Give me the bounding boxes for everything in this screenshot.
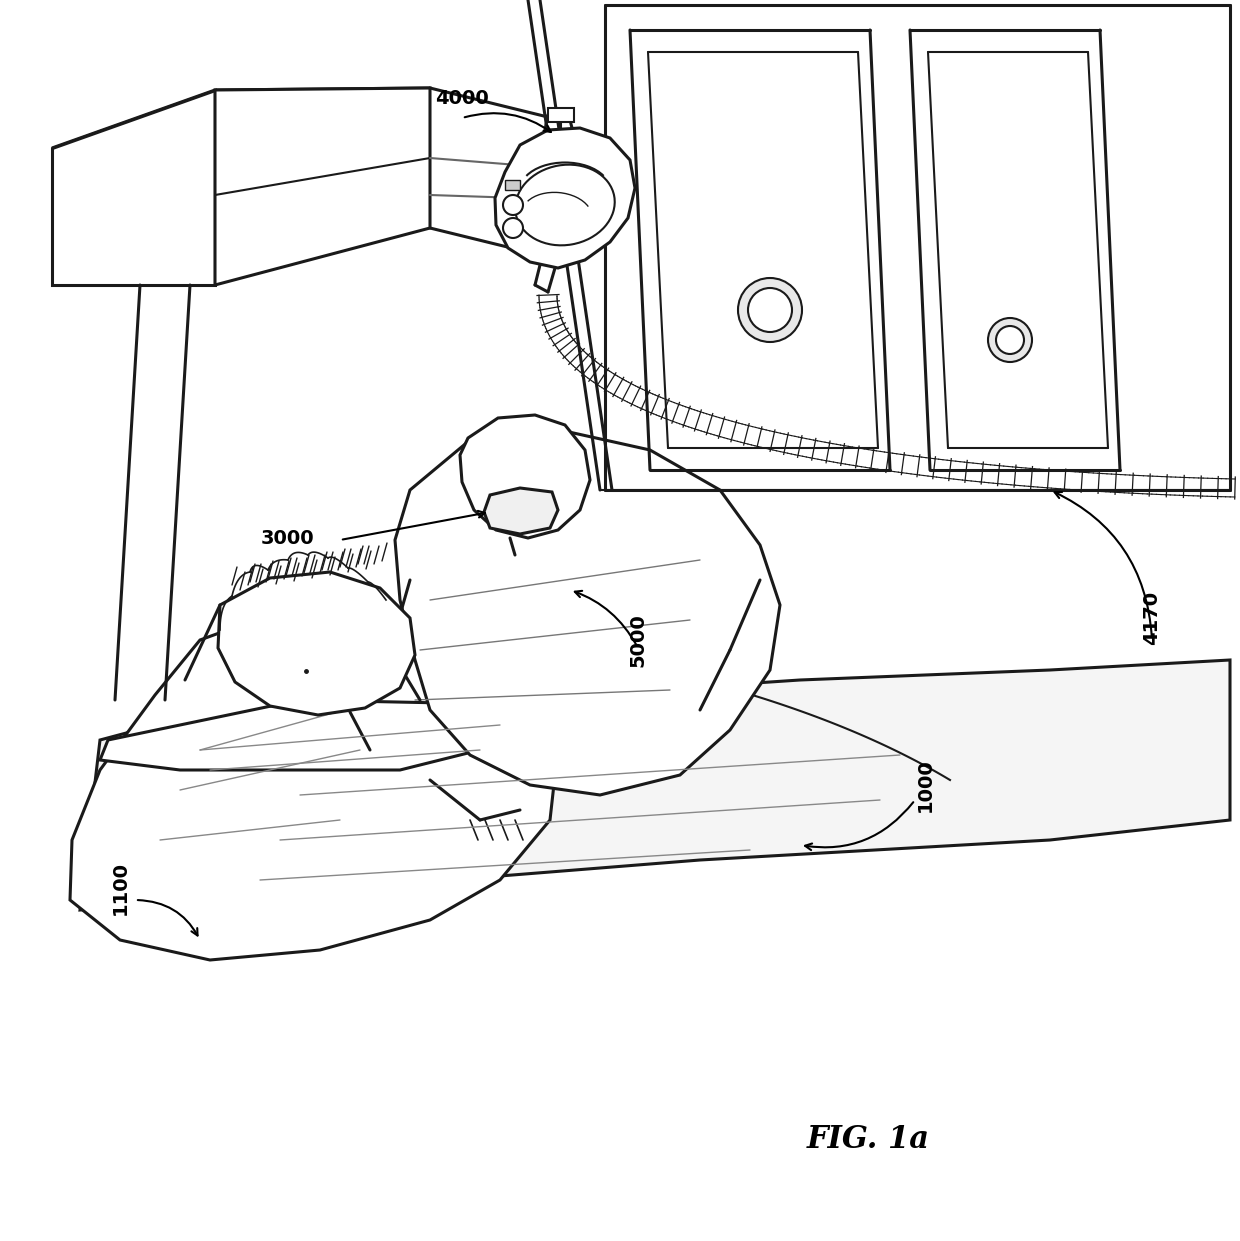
Circle shape xyxy=(738,278,802,343)
Text: 4170: 4170 xyxy=(1142,591,1162,645)
Polygon shape xyxy=(81,660,1230,910)
Text: 4000: 4000 xyxy=(435,89,489,108)
Text: FIG. 1a: FIG. 1a xyxy=(806,1124,930,1154)
Polygon shape xyxy=(484,488,558,534)
Text: 5000: 5000 xyxy=(629,613,647,666)
Polygon shape xyxy=(495,128,635,268)
Circle shape xyxy=(503,218,523,238)
FancyBboxPatch shape xyxy=(548,108,574,122)
Polygon shape xyxy=(396,429,780,795)
Text: 1100: 1100 xyxy=(110,861,129,915)
FancyBboxPatch shape xyxy=(505,180,520,190)
Polygon shape xyxy=(100,700,560,769)
Text: 3000: 3000 xyxy=(262,529,315,547)
Text: 1000: 1000 xyxy=(915,758,935,812)
Polygon shape xyxy=(218,572,415,715)
Circle shape xyxy=(988,318,1032,362)
Polygon shape xyxy=(52,88,430,151)
Circle shape xyxy=(996,326,1024,354)
Polygon shape xyxy=(69,599,560,961)
Circle shape xyxy=(503,195,523,215)
Polygon shape xyxy=(460,414,590,539)
Polygon shape xyxy=(52,91,215,285)
Circle shape xyxy=(748,288,792,333)
Polygon shape xyxy=(215,88,430,285)
